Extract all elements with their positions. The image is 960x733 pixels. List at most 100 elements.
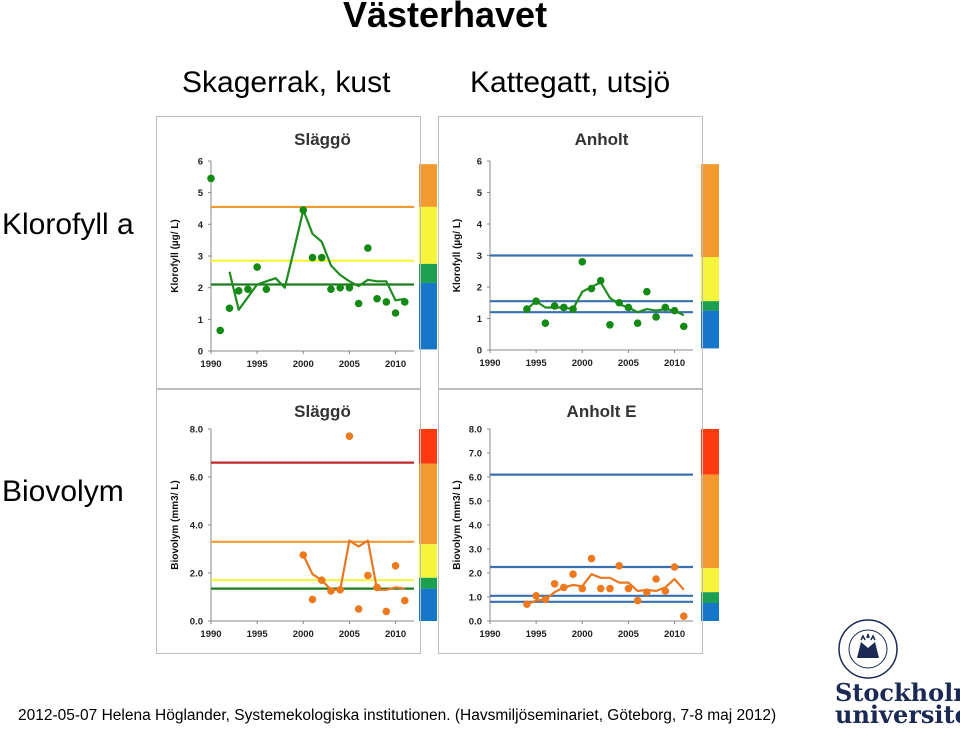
status-color-segment [419, 164, 437, 207]
status-color-segment [419, 463, 437, 545]
data-point [633, 596, 642, 605]
data-point [596, 584, 605, 593]
y-tick-label: 6.0 [190, 473, 203, 484]
y-tick-label: 2.0 [469, 569, 482, 580]
x-tick-label: 2010 [664, 358, 685, 369]
data-point [253, 263, 261, 271]
x-tick-label: 1990 [200, 629, 221, 640]
column-title-kattegatt: Kattegatt, utsjö [470, 66, 671, 99]
x-tick-label: 2000 [293, 629, 314, 640]
chart-klorofyll-anholt: Anholt Klorofyll (µg/ L) 0 1 2 3 4 5 6 1990 1995 20… [438, 116, 719, 389]
chart-klorofyll-slaggo: Släggö Klorofyll (µg/ L) 0 1 2 3 4 5 6 1990 1995 20… [156, 116, 437, 389]
data-point [587, 284, 596, 293]
data-point [391, 562, 400, 570]
x-tick-label: 1995 [526, 629, 548, 640]
data-point [578, 258, 587, 266]
data-point [364, 571, 372, 580]
footer-citation: 2012-05-07 Helena Höglander, Systemekolo… [18, 707, 777, 724]
x-tick-label: 2000 [572, 629, 593, 640]
x-tick-label: 2010 [385, 359, 406, 370]
data-point [400, 298, 409, 306]
data-point [207, 174, 215, 183]
data-point [596, 276, 605, 285]
status-color-segment [701, 257, 719, 302]
logo-line-1: Stockholms [835, 678, 960, 707]
trend-line [526, 281, 685, 317]
y-tick-label: 6.0 [469, 473, 482, 484]
y-tick-label: 4.0 [190, 521, 203, 532]
x-tick-label: 2000 [293, 359, 314, 370]
status-color-segment [419, 206, 437, 264]
university-seal-icon [838, 619, 898, 679]
x-tick-label: 2005 [618, 358, 640, 369]
data-point [317, 576, 326, 584]
row-label-klorofyll: Klorofyll a [2, 208, 134, 241]
data-point [679, 612, 688, 620]
data-point [523, 305, 531, 313]
data-point [560, 303, 568, 312]
data-point [299, 206, 308, 214]
data-point [225, 304, 234, 313]
y-axis-label: Biovolym (mm3/ L) [170, 480, 181, 569]
data-point [373, 583, 381, 592]
status-color-segment [701, 429, 719, 475]
y-tick-label: 2 [477, 283, 482, 294]
data-point [624, 584, 633, 593]
trend-line [302, 539, 405, 591]
y-tick-label: 0.0 [469, 617, 482, 628]
x-tick-label: 2010 [385, 629, 406, 640]
y-tick-label: 2 [198, 283, 203, 294]
data-point [643, 588, 651, 596]
x-tick-label: 2000 [572, 358, 593, 369]
status-color-segment [701, 301, 719, 311]
data-point [661, 303, 670, 312]
y-tick-label: 5 [198, 188, 204, 199]
data-point [587, 554, 596, 563]
panel-frame [438, 389, 703, 654]
data-point [624, 303, 633, 312]
status-color-segment [419, 577, 437, 589]
data-point [382, 607, 391, 616]
y-axis-label: Klorofyll (µg/ L) [170, 219, 181, 293]
chart-title: Släggö [294, 402, 351, 421]
y-tick-label: 4.0 [469, 521, 482, 532]
data-point [523, 600, 531, 608]
data-point [652, 575, 660, 583]
y-tick-label: 1 [477, 314, 483, 325]
status-color-segment [701, 568, 719, 593]
status-color-segment [701, 603, 719, 621]
data-point [532, 297, 540, 305]
data-point [216, 326, 225, 335]
data-point [354, 299, 363, 308]
data-point [569, 305, 577, 313]
data-point [606, 321, 614, 329]
data-point [244, 285, 252, 294]
data-point [550, 302, 559, 310]
y-tick-label: 3 [477, 251, 482, 262]
y-tick-label: 5 [477, 188, 483, 199]
status-color-segment [701, 164, 719, 258]
page-title: Västerhavet [342, 0, 548, 35]
data-point [345, 432, 354, 440]
y-tick-label: 5.0 [469, 497, 482, 508]
data-point [327, 285, 335, 294]
status-color-segment [419, 544, 437, 578]
chart-biovolym-anholt-e: Anholt E Biovolym (mm3/ L) 0.0 1.0 2.0 3.0 4.0… [438, 389, 719, 654]
data-point [670, 306, 679, 315]
chart-biovolym-slaggo: Släggö Biovolym (mm3/ L) 0.0 2.0 4.0 6.0 8.0 19… [156, 389, 437, 654]
x-tick-label: 2010 [664, 629, 685, 640]
status-color-segment [419, 429, 437, 464]
data-point [560, 583, 568, 592]
data-point [234, 287, 243, 295]
status-color-segment [701, 592, 719, 603]
data-point [299, 551, 308, 559]
chart-panel-biovolym-anholt-e: Anholt E Biovolym (mm3/ L) 0.0 1.0 2.0 3.0 4.0… [438, 389, 720, 654]
data-point [382, 298, 391, 306]
status-color-segment [701, 474, 719, 569]
data-point [391, 309, 400, 317]
status-color-segment [419, 588, 437, 621]
y-tick-label: 8.0 [190, 425, 203, 436]
y-tick-label: 0 [477, 346, 482, 357]
status-color-segment [419, 282, 437, 350]
x-tick-label: 2005 [618, 629, 640, 640]
